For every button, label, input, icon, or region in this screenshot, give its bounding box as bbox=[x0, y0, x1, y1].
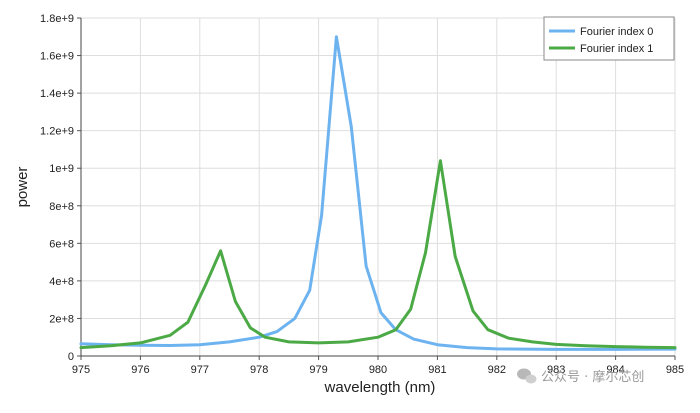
y-tick-label: 1.4e+9 bbox=[40, 88, 74, 100]
watermark-text: 公众号 · 摩尔芯创 bbox=[541, 369, 644, 385]
y-tick-label: 4e+8 bbox=[49, 276, 74, 288]
x-tick-label: 978 bbox=[250, 364, 268, 376]
watermark: 公众号 · 摩尔芯创 bbox=[517, 368, 644, 385]
legend-box bbox=[543, 16, 675, 61]
series-lines bbox=[79, 35, 677, 351]
y-tick-label: 0 bbox=[68, 351, 74, 363]
y-tick-label: 2e+8 bbox=[49, 313, 74, 325]
y-tick-label: 6e+8 bbox=[49, 238, 74, 250]
y-tick-label: 1.2e+9 bbox=[40, 126, 74, 138]
axes bbox=[77, 17, 676, 360]
y-tick-label: 1.6e+9 bbox=[40, 51, 74, 63]
legend-label-fourier-index-0: Fourier index 0 bbox=[580, 26, 653, 38]
legend-label-fourier-index-1: Fourier index 1 bbox=[580, 43, 653, 55]
x-tick-label: 980 bbox=[369, 364, 387, 376]
y-tick-labels: 0 2e+8 4e+8 6e+8 8e+8 1e+9 1.2e+9 1.4e+9 1.6e+9 1… bbox=[40, 13, 74, 363]
x-tick-label: 981 bbox=[428, 364, 446, 376]
x-axis-title: wavelength (nm) bbox=[324, 379, 436, 396]
wechat-icon bbox=[517, 368, 537, 384]
y-axis-title: power bbox=[14, 167, 31, 208]
x-tick-label: 976 bbox=[131, 364, 149, 376]
series-line-fourier-index-0 bbox=[79, 35, 677, 351]
y-tick-label: 8e+8 bbox=[49, 201, 74, 213]
x-tick-label: 982 bbox=[488, 364, 506, 376]
x-tick-label: 983 bbox=[547, 364, 565, 376]
x-tick-label: 984 bbox=[606, 364, 624, 376]
y-tick-label: 1e+9 bbox=[49, 163, 74, 175]
x-tick-label: 975 bbox=[72, 364, 90, 376]
y-tick-label: 1.8e+9 bbox=[40, 13, 74, 25]
x-tick-labels: 975 976 977 978 979 980 981 982 983 984 985 bbox=[72, 364, 684, 376]
x-tick-label: 985 bbox=[666, 364, 684, 376]
series-line-fourier-index-1 bbox=[79, 159, 677, 350]
x-tick-label: 979 bbox=[309, 364, 327, 376]
x-tick-label: 977 bbox=[191, 364, 209, 376]
legend: Fourier index 0 Fourier index 1 bbox=[543, 16, 675, 61]
